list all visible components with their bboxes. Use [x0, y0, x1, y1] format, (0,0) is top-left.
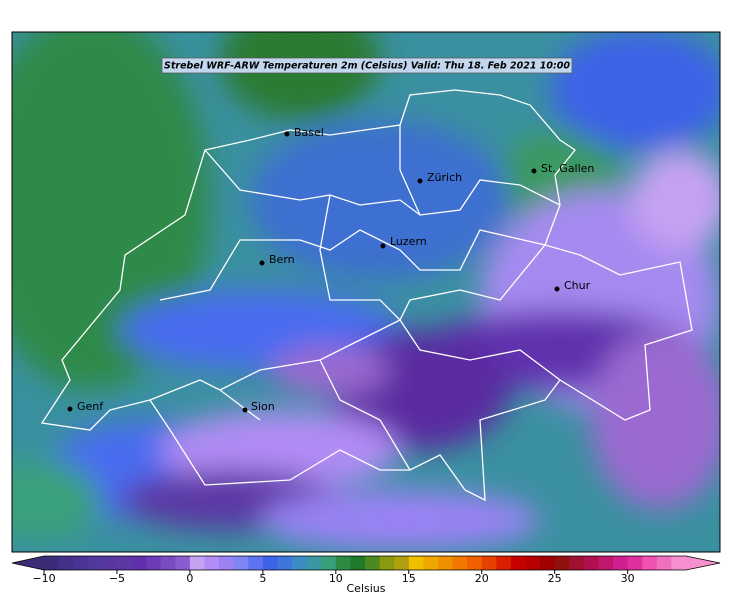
map-frame	[11, 31, 721, 553]
colorbar-segment	[394, 556, 410, 570]
map-title: Strebel WRF-ARW Temperaturen 2m (Celsius…	[164, 61, 570, 72]
city-label: Luzern	[390, 235, 427, 248]
city-label: Chur	[564, 279, 591, 292]
city-dot	[531, 168, 537, 174]
colorbar-segment	[277, 556, 293, 570]
colorbar-segment	[510, 556, 526, 570]
colorbar-segment	[175, 556, 191, 570]
colorbar-tick-label: 10	[329, 572, 343, 585]
colorbar-segment	[525, 556, 541, 570]
city-label: Zürich	[427, 171, 462, 184]
colorbar-segment	[350, 556, 366, 570]
colorbar-segment	[116, 556, 133, 570]
colorbar-segment	[233, 556, 249, 570]
city-label: Sion	[251, 400, 275, 413]
colorbar-extend-low	[12, 556, 44, 570]
colorbar-tick-label: 5	[259, 572, 266, 585]
colorbar-segment	[554, 556, 570, 570]
colorbar-segment	[292, 556, 308, 570]
city-dot	[284, 131, 290, 137]
colorbar-segment	[467, 556, 483, 570]
city-dot	[242, 407, 248, 413]
colorbar-segment	[379, 556, 395, 570]
colorbar-segment	[642, 556, 658, 570]
city-dot	[380, 243, 386, 249]
colorbar-segment	[569, 556, 585, 570]
colorbar-segment	[73, 556, 89, 570]
colorbar-segment	[160, 556, 176, 570]
colorbar-segment	[408, 556, 424, 570]
colorbar-segment	[481, 556, 497, 570]
city-dot	[417, 178, 423, 184]
colorbar-segment	[613, 556, 629, 570]
colorbar-segment	[44, 556, 60, 570]
colorbar-segment	[583, 556, 599, 570]
colorbar-segment	[204, 556, 220, 570]
city-label: Bern	[269, 253, 295, 266]
colorbar-tick-label: 20	[475, 572, 489, 585]
city-dot	[259, 260, 265, 266]
title-box	[161, 57, 573, 74]
colorbar: −10 −5 0 5 10 15 20 25 30	[11, 555, 721, 585]
colorbar-segment	[540, 556, 556, 570]
colorbar-segment	[306, 556, 322, 570]
colorbar-segment	[189, 556, 205, 570]
colorbar-segment	[423, 556, 439, 570]
colorbar-segment	[219, 556, 235, 570]
city-label: Genf	[77, 400, 104, 413]
colorbar-extend-high	[686, 556, 720, 570]
colorbar-segment	[131, 556, 147, 570]
colorbar-segment	[671, 556, 687, 570]
colorbar-segment	[87, 556, 103, 570]
colorbar-tick-label: 15	[402, 572, 416, 585]
city-label: Basel	[294, 126, 324, 139]
colorbar-segment	[598, 556, 614, 570]
city-label: St. Gallen	[541, 162, 594, 175]
colorbar-segment	[496, 556, 512, 570]
colorbar-segment	[365, 556, 381, 570]
city-dot	[554, 286, 560, 292]
colorbar-tick-label: −10	[32, 572, 55, 585]
colorbar-tick-label: −5	[109, 572, 125, 585]
colorbar-tick-label: 0	[186, 572, 193, 585]
colorbar-tick-label: 25	[548, 572, 562, 585]
colorbar-label: Celsius	[347, 582, 386, 595]
colorbar-tick-label: 30	[621, 572, 635, 585]
colorbar-segment	[627, 556, 643, 570]
colorbar-segment	[146, 556, 162, 570]
colorbar-segment	[321, 556, 337, 570]
colorbar-segment	[437, 556, 454, 570]
colorbar-segment	[102, 556, 118, 570]
colorbar-segment	[58, 556, 74, 570]
colorbar-segment	[262, 556, 278, 570]
borders	[40, 89, 693, 502]
colorbar-segment	[248, 556, 264, 570]
colorbar-segment	[656, 556, 672, 570]
colorbar-segment	[452, 556, 468, 570]
temperature-field	[12, 32, 720, 552]
colorbar-segment	[335, 556, 351, 570]
cities: Basel Zürich St. Gallen Luzern Bern Chur…	[67, 126, 594, 413]
city-dot	[67, 406, 73, 412]
